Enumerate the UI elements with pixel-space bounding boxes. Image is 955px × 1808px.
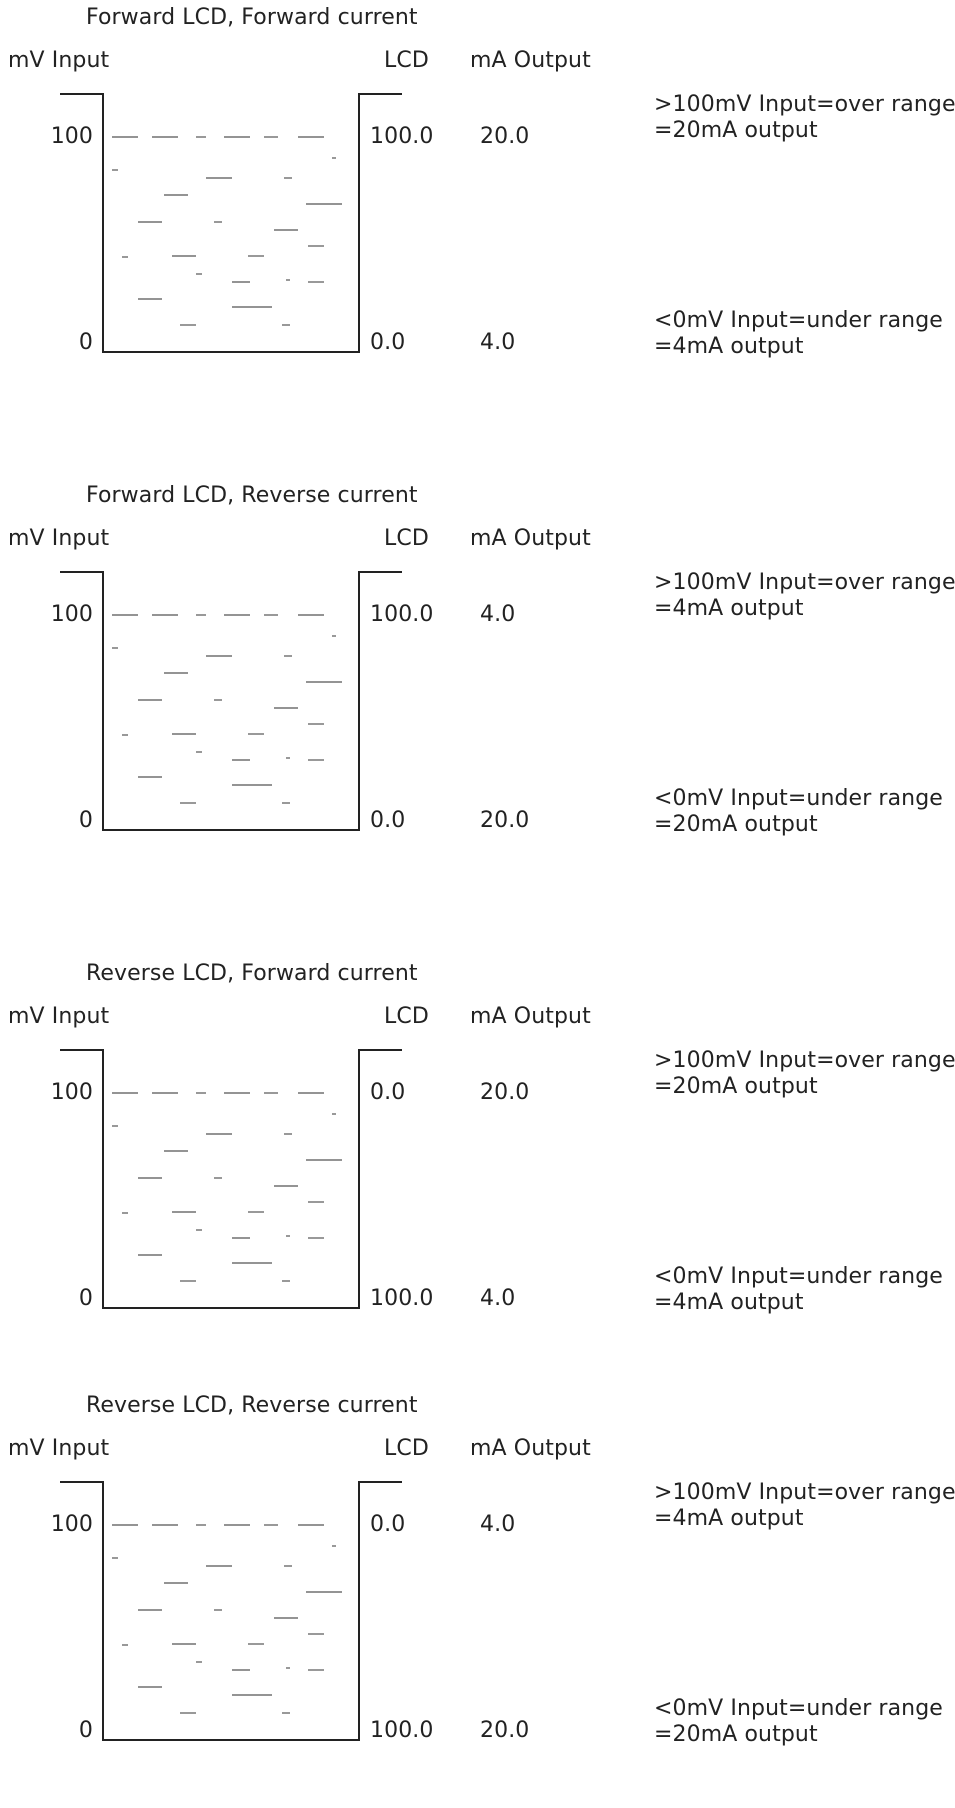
tank-drawing	[60, 571, 402, 831]
panel-4: Reverse LCD, Reverse current mV Input LCD m…	[0, 1388, 955, 1808]
over-range-note-line: >100mV Input=over range	[654, 92, 955, 117]
under-range-note-line: =20mA output	[654, 1722, 818, 1747]
lcd-high-value: 100.0	[370, 602, 434, 627]
mv-input-label: mV Input	[8, 48, 110, 73]
ma-low-value: 20.0	[480, 1718, 530, 1743]
ma-high-value: 20.0	[480, 1080, 530, 1105]
under-range-note-line: <0mV Input=under range	[654, 1696, 943, 1721]
over-range-note: >100mV Input=over range =4mA output	[654, 570, 955, 622]
over-range-note-line: >100mV Input=over range	[654, 570, 955, 595]
tank-outline	[60, 1481, 402, 1741]
lcd-low-value: 0.0	[370, 330, 406, 355]
over-range-note-line: =20mA output	[654, 1074, 818, 1099]
lcd-label: LCD	[384, 48, 429, 73]
mv-low-value: 0	[78, 808, 93, 833]
panel-1: Forward LCD, Forward current mV Input LCD m…	[0, 0, 955, 420]
ma-high-value: 20.0	[480, 124, 530, 149]
panel-title: Forward LCD, Reverse current	[86, 483, 418, 508]
under-range-note-line: =4mA output	[654, 334, 804, 359]
tank-drawing	[60, 1049, 402, 1309]
mv-high-value: 100	[50, 602, 93, 627]
lcd-low-value: 100.0	[370, 1718, 434, 1743]
mv-high-value: 100	[50, 1080, 93, 1105]
panel-3: Reverse LCD, Forward current mV Input LCD m…	[0, 956, 955, 1376]
over-range-note-line: >100mV Input=over range	[654, 1480, 955, 1505]
ma-high-value: 4.0	[480, 602, 516, 627]
over-range-note-line: >100mV Input=over range	[654, 1048, 955, 1073]
under-range-note-line: =20mA output	[654, 812, 818, 837]
mv-high-value: 100	[50, 124, 93, 149]
over-range-note: >100mV Input=over range =20mA output	[654, 1048, 955, 1100]
over-range-note-line: =4mA output	[654, 1506, 804, 1531]
ma-high-value: 4.0	[480, 1512, 516, 1537]
mv-input-label: mV Input	[8, 1004, 110, 1029]
tank-outline	[60, 1049, 402, 1309]
under-range-note-line: <0mV Input=under range	[654, 308, 943, 333]
ma-low-value: 20.0	[480, 808, 530, 833]
lcd-high-value: 0.0	[370, 1512, 406, 1537]
ma-low-value: 4.0	[480, 1286, 516, 1311]
lcd-label: LCD	[384, 526, 429, 551]
mv-low-value: 0	[78, 330, 93, 355]
under-range-note: <0mV Input=under range =4mA output	[654, 308, 943, 360]
mv-input-label: mV Input	[8, 1436, 110, 1461]
lcd-low-value: 100.0	[370, 1286, 434, 1311]
ma-output-label: mA Output	[470, 526, 591, 551]
mv-low-value: 0	[78, 1718, 93, 1743]
over-range-note: >100mV Input=over range =4mA output	[654, 1480, 955, 1532]
over-range-note: >100mV Input=over range =20mA output	[654, 92, 955, 144]
panel-2: Forward LCD, Reverse current mV Input LCD m…	[0, 478, 955, 898]
mv-input-label: mV Input	[8, 526, 110, 551]
ma-output-label: mA Output	[470, 1436, 591, 1461]
under-range-note: <0mV Input=under range =4mA output	[654, 1264, 943, 1316]
panel-title: Forward LCD, Forward current	[86, 5, 418, 30]
over-range-note-line: =20mA output	[654, 118, 818, 143]
mv-high-value: 100	[50, 1512, 93, 1537]
lcd-label: LCD	[384, 1004, 429, 1029]
panel-title: Reverse LCD, Forward current	[86, 961, 418, 986]
tank-drawing	[60, 93, 402, 353]
tank-outline	[60, 571, 402, 831]
panel-title: Reverse LCD, Reverse current	[86, 1393, 418, 1418]
under-range-note-line: <0mV Input=under range	[654, 1264, 943, 1289]
tank-drawing	[60, 1481, 402, 1741]
over-range-note-line: =4mA output	[654, 596, 804, 621]
ma-low-value: 4.0	[480, 330, 516, 355]
lcd-low-value: 0.0	[370, 808, 406, 833]
under-range-note: <0mV Input=under range =20mA output	[654, 1696, 943, 1748]
lcd-high-value: 0.0	[370, 1080, 406, 1105]
lcd-high-value: 100.0	[370, 124, 434, 149]
under-range-note-line: =4mA output	[654, 1290, 804, 1315]
under-range-note: <0mV Input=under range =20mA output	[654, 786, 943, 838]
tank-outline	[60, 93, 402, 353]
ma-output-label: mA Output	[470, 48, 591, 73]
lcd-label: LCD	[384, 1436, 429, 1461]
mv-low-value: 0	[78, 1286, 93, 1311]
under-range-note-line: <0mV Input=under range	[654, 786, 943, 811]
ma-output-label: mA Output	[470, 1004, 591, 1029]
